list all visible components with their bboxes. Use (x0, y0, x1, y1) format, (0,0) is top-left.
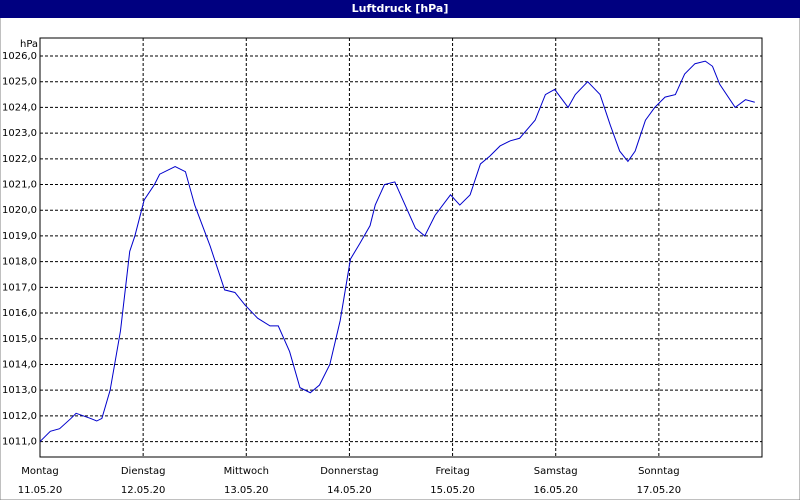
x-tick-label: Montag (21, 466, 58, 477)
y-tick-label: 1022,0 (2, 154, 37, 165)
x-tick-date: 17.05.20 (637, 485, 682, 496)
plot-border (39, 37, 763, 458)
line-series (39, 60, 755, 442)
x-tick-date: 14.05.20 (327, 485, 372, 496)
y-tick-label: 1017,0 (2, 282, 37, 293)
y-tick-label: 1016,0 (2, 308, 37, 319)
chart-title: Luftdruck [hPa] (352, 2, 449, 15)
x-tick-label: Dienstag (121, 466, 166, 477)
y-tick-label: 1013,0 (2, 385, 37, 396)
y-tick-label: 1021,0 (2, 180, 37, 191)
y-tick-label: 1024,0 (2, 102, 37, 113)
x-tick-date: 15.05.20 (430, 485, 475, 496)
y-tick-label: 1023,0 (2, 128, 37, 139)
y-tick-label: 1018,0 (2, 257, 37, 268)
x-tick-label: Freitag (435, 466, 469, 477)
x-tick-label: Donnerstag (320, 466, 378, 477)
title-bar (0, 0, 800, 18)
x-tick-date: 16.05.20 (533, 485, 578, 496)
y-tick-label: 1020,0 (2, 205, 37, 216)
y-tick-label: 1014,0 (2, 359, 37, 370)
x-tick-date: 12.05.20 (121, 485, 166, 496)
x-tick-label: Sonntag (638, 466, 680, 477)
y-tick-label: 1012,0 (2, 411, 37, 422)
x-tick-date: 13.05.20 (224, 485, 269, 496)
x-tick-label: Samstag (534, 466, 578, 477)
y-tick-label: 1011,0 (2, 437, 37, 448)
x-tick-label: Mittwoch (224, 466, 269, 477)
y-axis-label: hPa (20, 39, 38, 50)
x-tick-date: 11.05.20 (18, 485, 63, 496)
y-tick-label: 1025,0 (2, 77, 37, 88)
y-tick-label: 1015,0 (2, 334, 37, 345)
y-tick-label: 1026,0 (2, 51, 37, 62)
y-tick-label: 1019,0 (2, 231, 37, 242)
